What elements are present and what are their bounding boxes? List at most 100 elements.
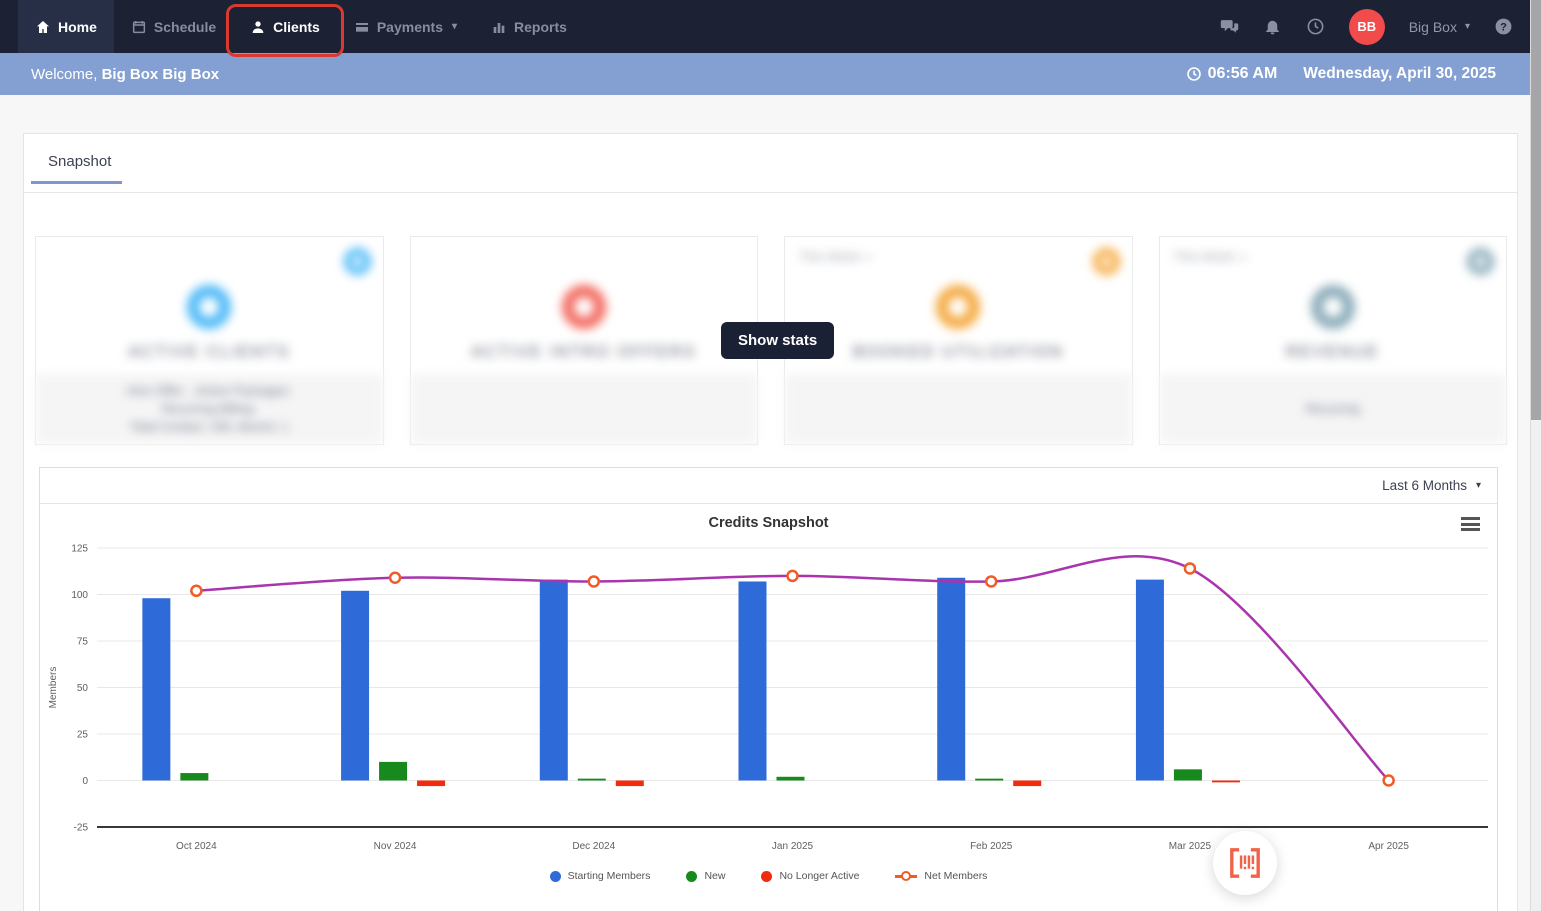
stat-cards-row: ACTIVE CLIENTS Intro Offer: , Active Pac… xyxy=(35,236,1507,445)
avatar[interactable]: BB xyxy=(1348,8,1385,45)
chart-header: Last 6 Months ▾ xyxy=(40,468,1497,504)
stat-card-active-intro-offers[interactable]: ACTIVE INTRO OFFERS xyxy=(409,236,758,445)
bar-starting-members xyxy=(142,598,171,781)
barcode-icon xyxy=(1230,848,1260,878)
nav-item-clients[interactable]: Clients xyxy=(226,0,344,57)
svg-text:75: 75 xyxy=(77,637,89,648)
legend-item-net-members[interactable]: Net Members xyxy=(895,870,987,882)
period-dropdown[interactable]: This Week ▾ xyxy=(799,249,871,264)
card-footer xyxy=(410,374,757,444)
net-members-marker xyxy=(786,569,799,583)
legend-label: Net Members xyxy=(924,870,988,882)
scrollbar-track[interactable] xyxy=(1530,0,1541,911)
bar-no-longer-active xyxy=(615,780,644,787)
chart-body: Credits Snapshot 125 100 75 50 25 0 -25 Members… xyxy=(40,504,1497,911)
blurred-card-content: This Week ▾ REVENUE Recurring xyxy=(1159,237,1506,444)
net-members-marker xyxy=(984,575,998,588)
legend-dot xyxy=(761,870,773,882)
clock-icon xyxy=(1186,67,1201,81)
bell-icon[interactable] xyxy=(1263,17,1282,36)
bar-new xyxy=(1173,769,1202,781)
donut-chart-placeholder xyxy=(561,285,606,329)
stat-card-active-clients[interactable]: ACTIVE CLIENTS Intro Offer: , Active Pac… xyxy=(35,236,384,445)
range-selector-label: Last 6 Months xyxy=(1382,478,1467,493)
net-members-marker xyxy=(1183,562,1197,575)
stat-card-revenue[interactable]: This Week ▾ REVENUE Recurring xyxy=(1158,236,1507,445)
nav-item-payments[interactable]: Payments ▾ xyxy=(337,0,474,53)
current-time: 06:56 AM xyxy=(1186,65,1278,83)
credits-chart-svg: 125 100 75 50 25 0 -25 Members Oct 2024 Nov 2024 D… xyxy=(48,544,1488,852)
card-footer xyxy=(785,374,1132,444)
credit-card-icon xyxy=(355,22,368,32)
nav-item-schedule[interactable]: Schedule xyxy=(114,0,233,53)
show-stats-button[interactable]: Show stats xyxy=(721,322,835,359)
bar-new xyxy=(180,773,209,781)
tab-snapshot[interactable]: Snapshot xyxy=(48,153,112,170)
svg-text:50: 50 xyxy=(77,683,89,694)
stat-card-booked-utilization[interactable]: This Week ▾ BOOKED UTILIZATION xyxy=(784,236,1133,445)
range-selector-dropdown[interactable]: Last 6 Months ▾ xyxy=(1382,478,1481,493)
top-navbar: Home Schedule Clients Payments ▾ Reports… xyxy=(0,0,1541,57)
welcome-message: Welcome, Big Box Big Box xyxy=(31,66,219,83)
bar-new xyxy=(776,776,805,781)
svg-text:Members: Members xyxy=(48,667,59,709)
active-tab-underline xyxy=(31,181,122,184)
legend-dot xyxy=(686,870,698,882)
scan-barcode-button[interactable] xyxy=(1213,831,1277,895)
nav-label-reports: Reports xyxy=(514,18,567,35)
scrollbar-thumb[interactable] xyxy=(1531,0,1541,420)
footer-line: Recurring Billing: xyxy=(162,402,257,416)
home-icon xyxy=(37,20,49,33)
welcome-user-name: Big Box Big Box xyxy=(101,65,220,83)
chevron-down-icon: ▾ xyxy=(452,21,458,32)
svg-text:25: 25 xyxy=(77,730,89,741)
chart-menu-icon[interactable] xyxy=(1461,517,1480,534)
main-panel: Snapshot ACTIVE CLIENTS Intro Offer: , A… xyxy=(23,133,1518,911)
bar-new xyxy=(577,778,606,781)
current-date: Wednesday, April 30, 2025 xyxy=(1303,65,1496,82)
donut-icon xyxy=(1092,248,1120,275)
net-members-marker xyxy=(1382,774,1395,787)
chart-legend: Starting Members New No Longer Active Net M… xyxy=(40,870,1497,882)
user-menu[interactable]: Big Box ▾ xyxy=(1409,19,1470,35)
card-title: BOOKED UTILIZATION xyxy=(852,343,1064,361)
svg-text:100: 100 xyxy=(71,590,88,601)
bar-starting-members xyxy=(937,577,966,781)
legend-item-no-longer-active[interactable]: No Longer Active xyxy=(761,870,859,882)
chevron-down-icon: ▾ xyxy=(1475,480,1481,491)
legend-item-starting-members[interactable]: Starting Members xyxy=(549,870,651,882)
nav-item-home[interactable]: Home xyxy=(18,0,114,53)
credits-snapshot-panel: Last 6 Months ▾ Credits Snapshot 125 100 7… xyxy=(39,467,1498,911)
bar-no-longer-active xyxy=(1211,780,1240,783)
credits-chart: 125 100 75 50 25 0 -25 Members Oct 2024 Nov 2024 D… xyxy=(40,504,1497,911)
legend-label: Starting Members xyxy=(567,870,651,882)
bar-new xyxy=(975,778,1004,781)
chart-title: Credits Snapshot xyxy=(708,515,829,531)
legend-dot xyxy=(549,870,561,882)
nav-item-reports[interactable]: Reports xyxy=(474,0,584,53)
bar-no-longer-active xyxy=(1013,780,1042,787)
blurred-card-content: This Week ▾ BOOKED UTILIZATION xyxy=(785,237,1132,444)
nav-label-payments: Payments xyxy=(376,18,443,35)
bar-starting-members xyxy=(539,579,568,781)
legend-item-new[interactable]: New xyxy=(686,870,725,882)
help-icon[interactable]: ? xyxy=(1494,17,1513,36)
period-dropdown[interactable]: This Week ▾ xyxy=(1173,249,1246,264)
net-members-marker xyxy=(190,584,203,598)
svg-text:0: 0 xyxy=(82,776,88,787)
legend-label: No Longer Active xyxy=(779,870,860,882)
net-members-marker xyxy=(587,575,601,588)
svg-text:125: 125 xyxy=(71,544,88,555)
user-name-label: Big Box xyxy=(1408,18,1457,35)
welcome-datetime: 06:56 AM Wednesday, April 30, 2025 xyxy=(1186,65,1510,83)
svg-text:Nov 2024: Nov 2024 xyxy=(374,841,417,852)
svg-text:Mar 2025: Mar 2025 xyxy=(1169,841,1212,852)
welcome-bar: Welcome, Big Box Big Box 06:56 AM Wednes… xyxy=(0,53,1541,95)
card-title: ACTIVE CLIENTS xyxy=(128,343,291,361)
bar-new xyxy=(379,761,408,781)
chat-icon[interactable] xyxy=(1220,17,1239,36)
bar-no-longer-active xyxy=(417,780,446,787)
clock-icon[interactable] xyxy=(1306,17,1325,36)
net-members-marker xyxy=(388,571,402,585)
time-label: 06:56 AM xyxy=(1207,65,1278,82)
